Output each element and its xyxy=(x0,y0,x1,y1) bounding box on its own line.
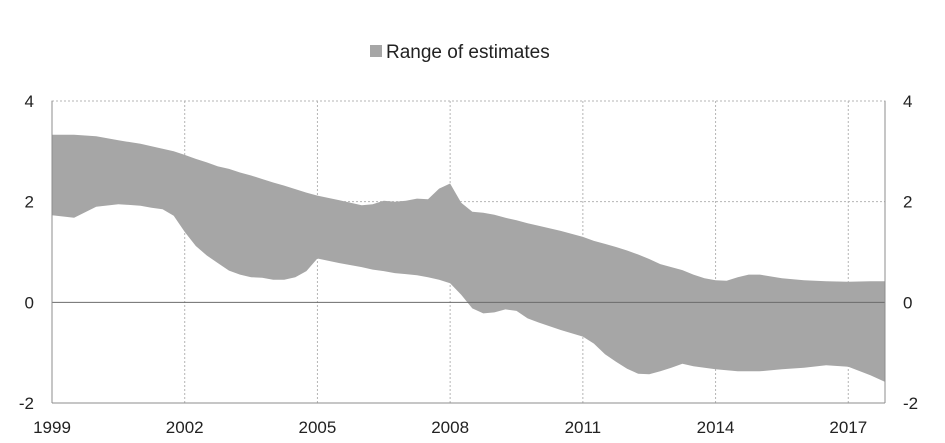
axes xyxy=(51,101,886,404)
legend-swatch xyxy=(370,45,382,57)
y-tick-label-left: 4 xyxy=(25,92,34,111)
x-tick-label: 2008 xyxy=(431,418,469,437)
y-tick-label-left: -2 xyxy=(19,394,34,413)
y-axis-left-labels: 4 2 0 -2 xyxy=(19,92,34,413)
legend-label: Range of estimates xyxy=(386,42,550,63)
y-axis-right-labels: 4 2 0 -2 xyxy=(903,92,918,413)
y-tick-label-left: 0 xyxy=(25,293,34,312)
x-tick-label: 2011 xyxy=(565,418,602,437)
x-tick-label: 2002 xyxy=(166,418,204,437)
series-band-range-of-estimates xyxy=(52,134,885,382)
x-tick-label: 2005 xyxy=(299,418,337,437)
x-tick-label: 2017 xyxy=(829,418,867,437)
y-tick-label-right: 0 xyxy=(903,293,912,312)
x-tick-label: 2014 xyxy=(697,418,735,437)
y-tick-label-right: -2 xyxy=(903,394,918,413)
y-tick-label-right: 4 xyxy=(903,92,912,111)
x-tick-label: 1999 xyxy=(33,418,71,437)
legend: Range of estimates xyxy=(370,42,550,63)
plot-area xyxy=(52,134,885,382)
y-tick-label-left: 2 xyxy=(25,193,34,212)
y-tick-label-right: 2 xyxy=(903,193,912,212)
x-axis-labels: 1999 2002 2005 2008 2011 2014 2017 xyxy=(33,418,867,437)
